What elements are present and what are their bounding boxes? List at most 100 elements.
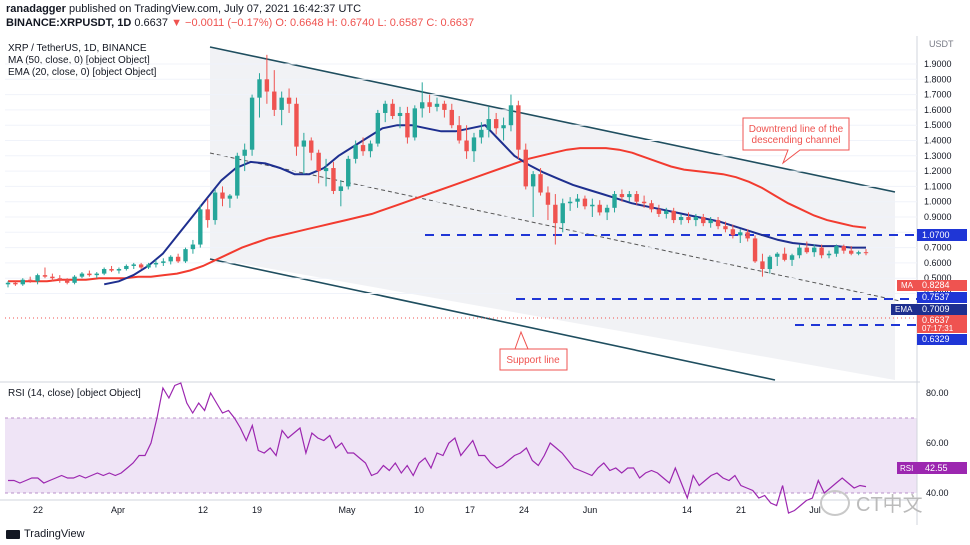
candle-body	[249, 97, 255, 150]
candle-body	[826, 253, 832, 256]
candle-body	[161, 261, 166, 263]
time-tick-label: 14	[682, 505, 692, 515]
candle-body	[331, 168, 336, 191]
ema-legend[interactable]: EMA (20, close, 0) [object Object]	[8, 67, 157, 78]
ema-value-bg	[917, 304, 967, 315]
ema-value: 0.7009	[922, 304, 950, 314]
candle-body	[560, 203, 565, 224]
time-tick-label: Apr	[111, 505, 125, 515]
resistance-badge-bg	[917, 229, 967, 241]
price-tick-label: 1.5000	[924, 120, 952, 130]
channel-lower-line	[209, 258, 776, 381]
candle-body	[57, 278, 62, 280]
candle-body	[582, 198, 588, 207]
candle-body	[316, 152, 321, 172]
ma50-line	[8, 147, 867, 283]
candle-body	[545, 192, 551, 205]
candle-body	[723, 226, 728, 230]
candle-body	[94, 273, 99, 276]
candle-body	[752, 238, 758, 262]
level1-badge: 0.7537	[922, 292, 950, 302]
candle-body	[116, 269, 122, 271]
price-tick-label: 1.1000	[924, 181, 952, 191]
time-tick-label: Jun	[583, 505, 598, 515]
candle-body	[242, 149, 247, 156]
pair-legend[interactable]: XRP / TetherUS, 1D, BINANCE	[8, 43, 147, 54]
candle-body	[412, 108, 418, 138]
candle-body	[72, 276, 77, 283]
ma-legend[interactable]: MA (50, close, 0) [object Object]	[8, 55, 150, 66]
price-badge: 0.6637	[922, 315, 950, 325]
price-tick-label: 1.0000	[924, 197, 952, 207]
candle-body	[708, 220, 713, 224]
candle-body	[508, 105, 514, 126]
candle-body	[627, 194, 632, 198]
candle-body	[390, 103, 395, 117]
candle-body	[272, 91, 277, 110]
candle-body	[35, 275, 40, 282]
candle-body	[227, 195, 233, 199]
candle-body	[664, 210, 669, 214]
candle-body	[789, 255, 795, 260]
tradingview-brand[interactable]: TradingView	[24, 528, 85, 540]
candle-body	[405, 112, 410, 138]
candle-body	[834, 246, 839, 254]
candle-body	[109, 269, 114, 271]
watermark: CT中文	[820, 488, 923, 517]
price-tick-label: 0.7000	[924, 243, 952, 253]
candle-body	[471, 137, 477, 152]
candle-body	[730, 229, 736, 236]
candle-body	[671, 210, 676, 221]
candle-body	[360, 145, 366, 152]
time-tick-label: Jul	[809, 505, 821, 515]
time-tick-label: 12	[198, 505, 208, 515]
candle-body	[397, 112, 403, 117]
candle-body	[5, 282, 11, 285]
candle-body	[138, 264, 144, 268]
time-tick-label: May	[338, 505, 356, 515]
candle-body	[131, 264, 136, 266]
candle-body	[13, 282, 18, 285]
downtrend-callout-line1: Downtrend line of the	[749, 124, 844, 135]
candle-body	[420, 102, 425, 109]
candle-body	[516, 105, 521, 150]
candle-body	[294, 103, 299, 147]
candle-body	[486, 119, 491, 130]
price-tick-label: 0.5000	[924, 273, 952, 283]
publisher-name: ranadagger	[6, 3, 66, 15]
candle-body	[538, 174, 543, 193]
rsi-value-bg	[917, 462, 967, 474]
level2-badge: 0.6329	[922, 334, 950, 344]
candle-body	[456, 125, 462, 141]
candle-body	[183, 249, 188, 262]
candle-body	[190, 244, 196, 250]
candle-body	[175, 256, 181, 262]
rsi-legend[interactable]: RSI (14, close) [object Object]	[8, 388, 141, 399]
price-tick-label: 1.4000	[924, 136, 952, 146]
candle-body	[198, 209, 203, 245]
candle-body	[479, 129, 484, 138]
downtrend-callout-line2: descending channel	[752, 135, 841, 146]
candle-body	[101, 269, 107, 274]
candle-body	[812, 247, 817, 253]
candle-body	[523, 149, 528, 187]
wechat-icon	[820, 489, 850, 516]
candle-body	[575, 198, 580, 202]
channel-upper-line	[209, 46, 896, 193]
candle-body	[693, 217, 699, 221]
rsi-tick-label: 40.00	[926, 488, 949, 498]
candle-body	[715, 220, 721, 227]
price-tick-label: 1.2000	[924, 166, 952, 176]
candle-body	[767, 256, 773, 270]
candle-body	[27, 279, 33, 282]
candle-body	[634, 194, 639, 202]
price-tick-label: 1.9000	[924, 59, 952, 69]
time-tick-label: 21	[736, 505, 746, 515]
rsi-line	[8, 382, 867, 514]
candle-body	[309, 140, 314, 153]
candle-body	[819, 247, 824, 256]
candle-body	[146, 264, 151, 268]
candle-body	[205, 209, 210, 221]
candle-body	[368, 143, 373, 152]
